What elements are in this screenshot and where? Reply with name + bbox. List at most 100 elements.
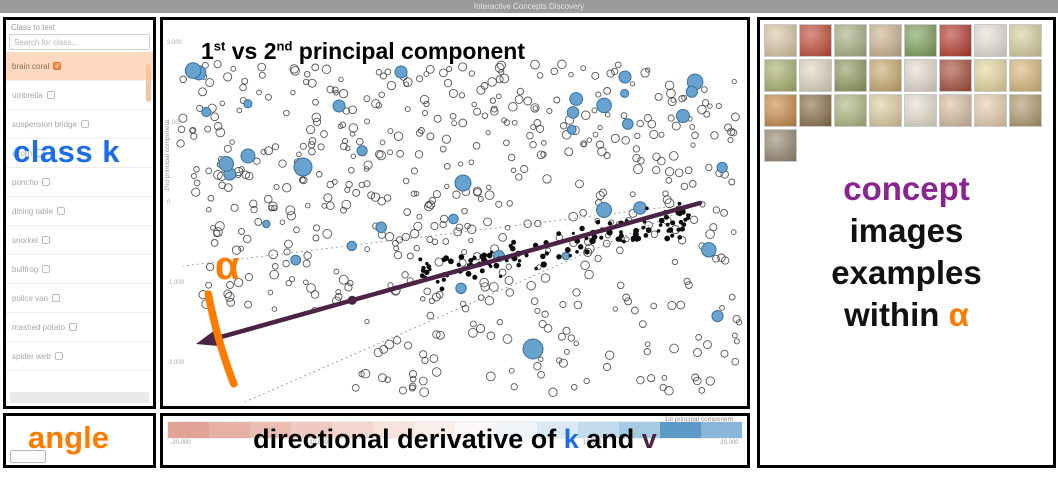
colorbar-tick-label: 10,000 [583, 440, 602, 446]
class-checkbox[interactable] [54, 352, 63, 360]
class-search-input[interactable] [9, 34, 150, 50]
thumbnail-image[interactable] [869, 94, 902, 127]
thumbnail-image[interactable] [939, 59, 972, 92]
colorbar-block [660, 422, 701, 438]
class-row[interactable]: police van [6, 284, 153, 313]
thumbnail-image[interactable] [799, 94, 832, 127]
class-label: mashed potato [12, 322, 65, 332]
thumbnail-image[interactable] [939, 24, 972, 57]
concept-text-line: within α [760, 294, 1053, 336]
class-checkbox[interactable] [52, 294, 61, 302]
thumbnail-image[interactable] [764, 24, 797, 57]
title-part: vs 2 [225, 38, 277, 64]
x-axis-label: 1st principal component [664, 416, 733, 423]
colorbar-block [455, 422, 496, 438]
class-row[interactable]: bullfrog [6, 255, 153, 284]
app-titlebar: Interactive Concepts Discovery [0, 0, 1058, 13]
colorbar-block [414, 422, 455, 438]
class-checkbox[interactable] [41, 236, 50, 244]
thumbnail-image[interactable] [834, 59, 867, 92]
thumbnail-image[interactable] [904, 24, 937, 57]
annotation-alpha: α [215, 244, 240, 288]
class-row[interactable]: snorkel [6, 226, 153, 255]
thumbnail-image[interactable] [869, 59, 902, 92]
class-checkbox[interactable] [56, 207, 65, 215]
y-axis-tick-label: 0 [167, 200, 171, 206]
class-checkbox[interactable] [53, 61, 62, 70]
class-checkbox[interactable] [36, 149, 45, 157]
submit-button[interactable] [10, 392, 149, 403]
thumbnail-image[interactable] [834, 24, 867, 57]
colorbar-block [373, 422, 414, 438]
concept-thumbnails [764, 24, 1050, 162]
colorbar-block [332, 422, 373, 438]
class-checkbox[interactable] [46, 91, 55, 99]
plot-title: 1st vs 2nd principal component [201, 38, 525, 65]
class-list: brain coral umbrella suspension bridge acor… [6, 52, 153, 371]
thumbnail-image[interactable] [1009, 24, 1042, 57]
thumbnail-image[interactable] [799, 24, 832, 57]
class-row[interactable]: brain coral [6, 52, 153, 81]
open-points [176, 59, 743, 398]
thumbnail-image[interactable] [939, 94, 972, 127]
concept-text-line: concept [760, 168, 1053, 210]
class-list-header: Class to test [11, 23, 56, 32]
class-label: dining table [12, 206, 53, 216]
pca-scatter-panel: 2nd principal component 2,000 1,000 0 -1,00… [160, 17, 750, 409]
thumbnail-image[interactable] [834, 94, 867, 127]
thumbnail-image[interactable] [764, 59, 797, 92]
thumbnail-image[interactable] [764, 94, 797, 127]
class-label: suspension bridge [12, 119, 77, 129]
concept-text-line: images [760, 210, 1053, 252]
colorbar-tick-label: -20,000 [170, 440, 191, 446]
thumbnail-image[interactable] [869, 24, 902, 57]
direction-arrow[interactable] [196, 200, 703, 347]
class-row[interactable]: suspension bridge [6, 110, 153, 139]
thumbnail-image[interactable] [974, 24, 1007, 57]
formula-k: k [563, 424, 579, 454]
title-superscript: st [213, 38, 226, 54]
angle-number-input[interactable] [10, 450, 46, 463]
angle-control-panel: angle [3, 413, 156, 468]
arrow-drag-handle[interactable] [347, 295, 357, 305]
concept-text: examples [831, 254, 982, 291]
thumbnail-image[interactable] [799, 59, 832, 92]
class-row[interactable]: dining table [6, 197, 153, 226]
annotation-concept: concept images examples within α [760, 168, 1053, 336]
thumbnail-image[interactable] [1009, 94, 1042, 127]
colorbar-tick-label: 20,000 [720, 440, 739, 446]
concept-text: within [844, 296, 949, 333]
class-checkbox[interactable] [42, 265, 51, 273]
scatter-svg[interactable] [163, 20, 747, 406]
scrollbar-thumb[interactable] [146, 64, 151, 102]
thumbnail-image[interactable] [1009, 59, 1042, 92]
class-row[interactable]: spider web [6, 342, 153, 371]
thumbnail-image[interactable] [904, 59, 937, 92]
class-row[interactable]: umbrella [6, 81, 153, 110]
thumbnail-image[interactable] [974, 94, 1007, 127]
app-title: Interactive Concepts Discovery [473, 2, 585, 11]
angle-arc [204, 290, 238, 388]
y-axis-label: 2nd principal component [164, 120, 171, 191]
formula-text: and [578, 424, 642, 454]
class-label: bullfrog [12, 264, 39, 274]
colorbar-block [209, 422, 250, 438]
colorbar-block [619, 422, 660, 438]
class-checkbox[interactable] [68, 323, 77, 331]
class-label: snorkel [12, 235, 38, 245]
class-row[interactable]: mashed potato [6, 313, 153, 342]
class-row[interactable]: acorn [6, 139, 153, 168]
formula-v: v [641, 424, 657, 454]
thumbnail-image[interactable] [904, 94, 937, 127]
title-part: principal component [292, 38, 525, 64]
concept-text: images [849, 212, 964, 249]
colorbar-block [578, 422, 619, 438]
colorbar-block [496, 422, 537, 438]
title-superscript: nd [276, 38, 293, 54]
thumbnail-image[interactable] [974, 59, 1007, 92]
class-checkbox[interactable] [80, 120, 89, 128]
thumbnail-image[interactable] [764, 129, 797, 162]
class-row[interactable]: poncho [6, 168, 153, 197]
class-selector-panel: Class to test brain coral umbrella suspens… [3, 17, 156, 409]
class-checkbox[interactable] [42, 178, 51, 186]
